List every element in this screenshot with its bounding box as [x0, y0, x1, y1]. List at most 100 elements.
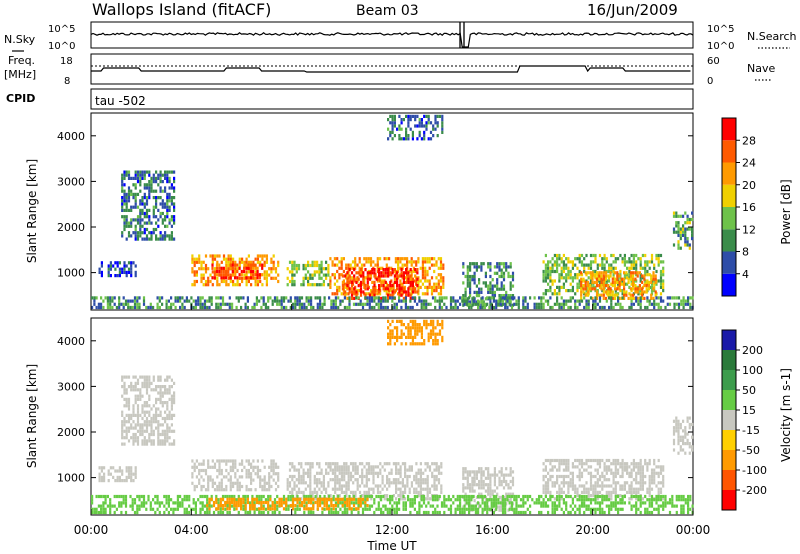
range-cell [662, 266, 665, 270]
range-cell [574, 273, 577, 277]
range-cell [517, 305, 520, 310]
range-cell [159, 189, 162, 193]
range-cell [358, 474, 362, 479]
range-cell [359, 284, 363, 288]
range-cell [354, 462, 357, 466]
range-cell [502, 476, 506, 480]
range-cell [650, 289, 654, 293]
range-cell [423, 134, 426, 138]
range-cell [164, 385, 167, 389]
range-cell [496, 492, 499, 496]
range-cell [547, 487, 550, 491]
range-cell [120, 501, 123, 505]
range-cell [195, 257, 198, 261]
range-cell [639, 302, 642, 306]
range-cell [538, 305, 541, 310]
range-cell [598, 285, 602, 289]
range-cell [357, 504, 360, 508]
range-cell [293, 474, 296, 479]
range-cell [157, 423, 160, 427]
range-cell [383, 497, 386, 501]
range-cell [113, 296, 116, 300]
range-cell [404, 507, 407, 511]
range-cell [148, 432, 151, 437]
range-cell [605, 468, 608, 472]
range-cell [419, 285, 422, 289]
range-cell [229, 279, 232, 284]
range-cell [133, 305, 137, 310]
range-cell [181, 305, 184, 310]
range-cell [425, 510, 428, 515]
range-cell [255, 494, 258, 499]
range-cell [544, 468, 547, 472]
range-cell [376, 289, 379, 293]
range-cell [134, 205, 137, 209]
range-cell [505, 467, 508, 471]
range-cell [211, 276, 214, 280]
range-cell [216, 260, 219, 264]
range-cell [168, 429, 171, 433]
range-cell [307, 484, 310, 488]
range-cell [193, 484, 196, 489]
range-cell [540, 296, 543, 300]
range-cell [682, 438, 685, 442]
range-cell [228, 510, 231, 515]
range-cell [618, 284, 621, 288]
range-cell [261, 266, 264, 270]
range-cell [263, 263, 266, 268]
range-cell [684, 451, 687, 455]
range-cell [413, 487, 416, 491]
range-cell [121, 423, 124, 427]
range-cell [232, 484, 235, 489]
range-cell [558, 474, 561, 479]
range-cell [468, 504, 471, 508]
range-cell [134, 202, 137, 206]
range-cell [166, 404, 169, 408]
range-cell [562, 302, 565, 306]
range-cell [598, 474, 602, 479]
range-cell [288, 474, 292, 479]
range-cell [361, 510, 365, 515]
range-cell [571, 487, 574, 491]
range-cell [293, 260, 296, 264]
range-cell [263, 475, 266, 479]
range-cell [280, 296, 283, 300]
range-cell [657, 257, 660, 261]
range-cell [113, 494, 116, 499]
range-cell [155, 385, 158, 389]
range-cell [323, 296, 326, 300]
range-cell [356, 465, 359, 469]
range-cell [203, 305, 207, 310]
range-cell [337, 305, 340, 310]
range-cell [672, 214, 676, 218]
range-cell [489, 476, 492, 480]
range-cell [173, 442, 176, 446]
range-cell [478, 281, 481, 285]
range-cell [255, 299, 258, 303]
range-cell [179, 494, 182, 499]
range-cell [662, 282, 665, 286]
range-cell [600, 287, 603, 291]
range-cell [250, 465, 253, 469]
range-cell [170, 224, 173, 228]
range-cell [222, 254, 226, 258]
range-cell [345, 285, 348, 289]
range-cell [449, 302, 453, 306]
range-cell [589, 487, 593, 491]
range-cell [338, 471, 341, 475]
range-cell [609, 271, 612, 275]
range-cell [121, 183, 124, 187]
range-cell [134, 475, 137, 479]
range-cell [304, 487, 307, 491]
range-cell [340, 468, 343, 472]
range-cell [583, 263, 586, 267]
range-cell [560, 302, 563, 306]
range-cell [469, 300, 472, 304]
range-cell [402, 290, 405, 294]
range-cell [488, 296, 491, 300]
range-cell [293, 481, 296, 485]
range-cell [166, 378, 169, 382]
range-cell [365, 276, 368, 280]
range-cell [263, 484, 266, 489]
range-cell [627, 296, 630, 300]
